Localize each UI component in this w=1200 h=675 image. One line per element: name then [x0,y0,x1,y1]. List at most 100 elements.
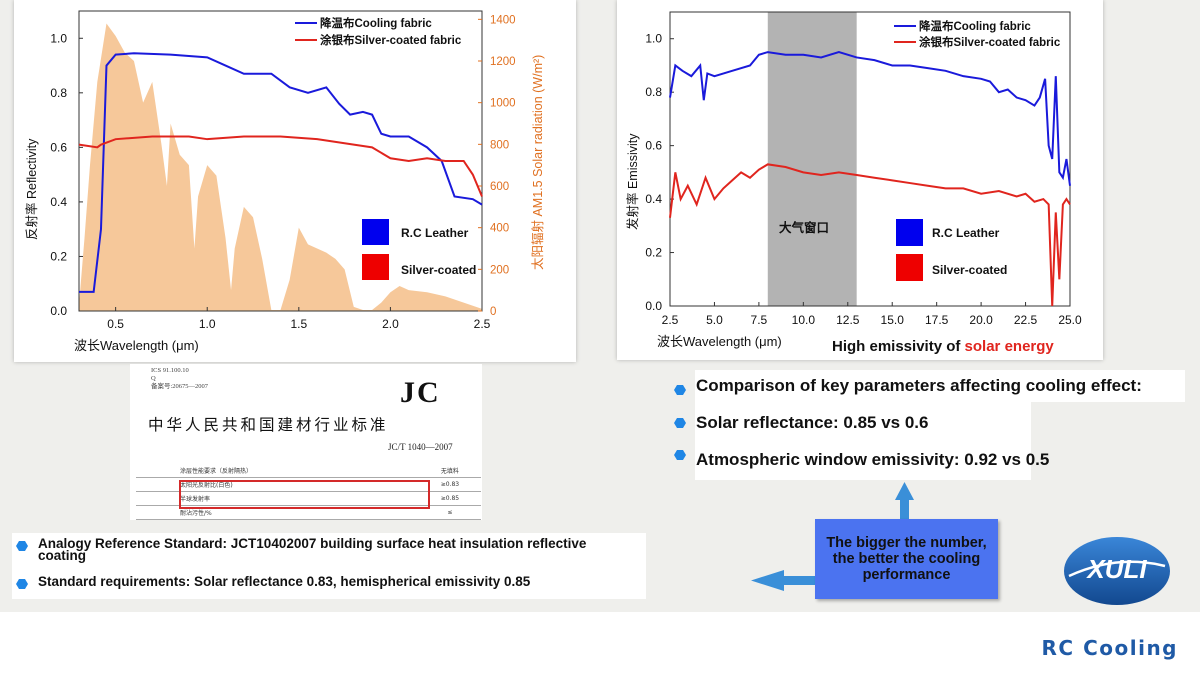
chart2-y-axis-title: 发射率 Emissivity [625,133,640,230]
x-tick-label: 1.0 [199,317,216,331]
cooling-fabric-line [79,52,483,293]
footer-band [0,612,1200,675]
atmospheric-window-band [767,12,857,306]
table-cell: ≤ [418,505,481,520]
box-legend-red [896,254,923,281]
callout-text: The bigger the number, the better the co… [826,535,987,583]
caption-highlight: solar energy [965,338,1055,355]
table-row: 耐沾污性/% ≤ [136,505,481,520]
reflectivity-chart: 0.5 1.0 1.5 2.0 2.5 0.0 0.2 0.4 0.6 0.8 1.0 0 200 400… [24,10,545,353]
document-code-line: Q [151,375,156,382]
document-code-line: 备案号:20675—2007 [151,383,209,390]
cooling-fabric-line [669,51,1071,186]
y2-tick-label: 600 [490,181,509,193]
box-legend-label-rc: R.C Leather [932,226,1000,240]
x-tick-label: 2.5 [662,313,679,327]
solar-radiation-area-layer [79,23,482,311]
y-tick-label: 0.0 [50,304,67,318]
document-jc-mark: JC [400,376,441,409]
y-tick-label: 1.0 [50,31,67,45]
chart2-axes: 2.5 5.0 7.5 10.0 12.5 15.0 17.5 20.0 22.5 25.0 0.0… [645,11,1082,327]
list-item: Atmospheric window emissivity: 0.92 vs 0… [674,450,1049,470]
y-tick-label: 0.0 [645,299,662,313]
xuli-logo: XULI [1064,537,1170,605]
atmospheric-window-label: 大气窗口 [779,220,829,235]
emissivity-chart: 2.5 5.0 7.5 10.0 12.5 15.0 17.5 20.0 22.5 25.0 0.0… [625,11,1082,355]
y2-tick-label: 1000 [490,98,516,110]
chart1-y2-axis-title: 太阳辐射 AM1.5 Solar radiation (W/m²) [530,55,545,270]
y-tick-label: 0.6 [645,139,662,153]
y-tick-label: 0.2 [645,246,662,260]
hexagon-bullet-icon [16,541,28,551]
bullet-text: Analogy Reference Standard: JCT10402007 … [38,536,587,563]
x-tick-label: 1.5 [290,317,307,331]
y-tick-label: 0.4 [50,195,67,209]
bullet-text: Standard requirements: Solar reflectance… [38,574,531,589]
document-code-line: ICS 91.100.10 [151,367,189,374]
y-tick-label: 0.4 [645,192,662,206]
hexagon-bullet-icon [674,450,686,460]
y-tick-label: 0.6 [50,140,67,154]
hexagon-bullet-icon [674,385,686,395]
callout-box: The bigger the number, the better the co… [815,519,998,599]
chart1-x-axis-title: 波长Wavelength (μm) [74,338,199,353]
box-legend-red [362,254,389,280]
chart1-legend: 降温布Cooling fabric 涂银布Silver-coated fabri… [295,16,476,280]
chart2-series-layer [669,51,1071,307]
table-cell: 耐沾污性/% [136,505,419,520]
table-row: 半球发射率 ≥0.85 [136,491,481,506]
bullet-background [695,402,1031,480]
y2-tick-label: 800 [490,139,509,151]
legend-label-silver: 涂银布Silver-coated fabric [320,33,462,47]
x-tick-label: 25.0 [1058,313,1082,327]
table-cell: ≥0.83 [418,477,481,492]
y2-tick-label: 400 [490,223,509,235]
y2-tick-label: 1200 [490,56,516,68]
reflectivity-chart-card: 0.5 1.0 1.5 2.0 2.5 0.0 0.2 0.4 0.6 0.8 1.0 0 200 400… [14,0,576,362]
box-legend-blue [362,219,389,245]
table-cell: 半球发射率 [136,491,419,506]
document-title: 中华人民共和国建材行业标准 [148,416,389,434]
legend-label-cooling: 降温布Cooling fabric [320,16,432,30]
table-cell: 涂层性能要求（反射隔热） [136,464,419,478]
legend-label-silver: 涂银布Silver-coated fabric [919,35,1061,49]
chart1-y-axis-title: 反射率 Reflectivity [24,138,39,240]
silver-fabric-line [78,135,483,197]
y-tick-label: 0.8 [50,86,67,100]
legend-label-cooling: 降温布Cooling fabric [919,19,1031,33]
chart1-axes: 0.5 1.0 1.5 2.0 2.5 0.0 0.2 0.4 0.6 0.8 1.0 0 200 400… [50,10,516,331]
logo-oval [1064,537,1170,605]
y2-tick-label: 1400 [490,14,516,26]
left-arrow-head-icon [751,570,784,591]
document-highlight-box [179,480,430,509]
bullet-text: Atmospheric window emissivity: 0.92 vs 0… [696,450,1050,469]
standard-bullets-panel: Analogy Reference Standard: JCT10402007 … [12,533,646,599]
y-tick-label: 0.2 [50,249,67,263]
list-item: Solar reflectance: 0.85 vs 0.6 [674,413,928,433]
box-legend-label-rc: R.C Leather [401,226,469,240]
hexagon-bullet-icon [16,579,28,589]
emissivity-chart-card: 2.5 5.0 7.5 10.0 12.5 15.0 17.5 20.0 22.5 25.0 0.0… [617,0,1103,360]
caption-prefix: High emissivity of [832,338,965,355]
x-tick-label: 0.5 [107,317,124,331]
document-standard-number: JC/T 1040—2007 [388,442,453,452]
list-item: Comparison of key parameters affecting c… [674,376,1142,396]
silver-fabric-line [669,163,1071,307]
up-arrow-shaft [900,498,909,520]
x-tick-label: 2.5 [474,317,491,331]
x-tick-label: 12.5 [836,313,860,327]
bullet-text: Comparison of key parameters affecting c… [696,376,1142,395]
left-arrow-shaft [780,576,816,585]
x-tick-label: 20.0 [969,313,993,327]
document-table: 涂层性能要求（反射隔热） 无填料 太阳光反射比(白色) ≥0.83 半球发射率 ≥0.… [136,464,481,520]
box-legend-label-silver: Silver-coated [932,263,1007,277]
table-row: 涂层性能要求（反射隔热） 无填料 [136,464,481,478]
standard-document-scan: ICS 91.100.10 Q 备案号:20675—2007 JC 中华人民共和… [130,364,482,520]
hexagon-bullet-icon [674,418,686,428]
bullet-background [695,370,1185,402]
solar-radiation-area [79,23,482,311]
list-item: Standard requirements: Solar reflectance… [16,574,616,589]
chart1-plot-frame [78,10,483,312]
x-tick-label: 2.0 [382,317,399,331]
